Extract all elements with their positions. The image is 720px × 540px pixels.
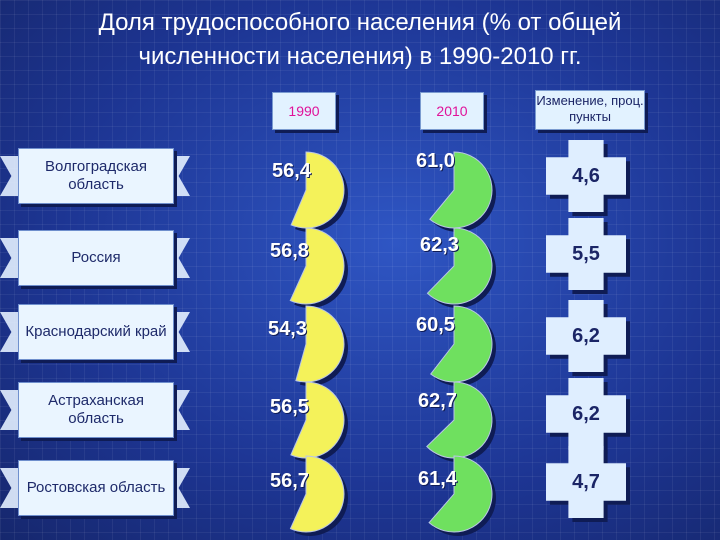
change-value: 4,7	[572, 470, 600, 493]
change-value: 5,5	[572, 242, 600, 265]
change-badge: 4,7	[546, 446, 630, 522]
region-label: Волгоградская область	[18, 148, 174, 204]
header-1990: 1990	[272, 92, 336, 130]
value-2010: 61,4	[418, 468, 457, 490]
region-label: Краснодарский край	[18, 304, 174, 360]
page-title: Доля трудоспособного населения (% от общ…	[20, 6, 700, 74]
change-badge: 6,2	[546, 300, 630, 376]
header-2010: 2010	[420, 92, 484, 130]
pie-2010-slice	[426, 381, 493, 459]
region-label: Астраханская область	[18, 382, 174, 438]
value-1990: 56,7	[270, 470, 309, 492]
change-badge: 4,6	[546, 140, 630, 216]
pie-1990-slice	[295, 305, 345, 383]
title-line-2: численности населения) в 1990-2010 гг.	[138, 43, 582, 70]
value-2010: 61,0	[416, 150, 455, 172]
region-label: Ростовская область	[18, 460, 174, 516]
value-2010: 62,3	[420, 234, 459, 256]
region-ribbon: Ростовская область	[0, 458, 190, 518]
change-value: 6,2	[572, 324, 600, 347]
change-value: 4,6	[572, 164, 600, 187]
title-line-1: Доля трудоспособного населения (% от общ…	[98, 9, 622, 36]
pie-2010	[426, 381, 497, 462]
pie-2010-slice	[429, 151, 493, 229]
value-1990: 54,3	[268, 318, 307, 340]
region-ribbon: Россия	[0, 228, 190, 288]
pie-2010-slice	[426, 227, 493, 305]
pie-1990	[290, 381, 349, 462]
pie-2010	[428, 455, 496, 536]
region-ribbon: Краснодарский край	[0, 302, 190, 362]
value-1990: 56,8	[270, 240, 309, 262]
pie-1990	[289, 455, 349, 537]
pie-2010-slice	[428, 455, 493, 533]
region-ribbon: Волгоградская область	[0, 146, 190, 206]
region-label: Россия	[18, 230, 174, 286]
pie-1990	[295, 305, 349, 386]
region-ribbon: Астраханская область	[0, 380, 190, 440]
value-2010: 60,5	[416, 314, 455, 336]
value-2010: 62,7	[418, 390, 457, 412]
change-badge: 5,5	[546, 218, 630, 294]
pie-2010-slice	[430, 305, 493, 383]
pie-2010	[430, 305, 497, 387]
header-change: Изменение, проц. пункты	[535, 90, 645, 130]
pie-1990-slice	[289, 227, 345, 305]
pie-2010	[429, 151, 496, 233]
pie-1990-slice	[289, 455, 345, 533]
value-1990: 56,5	[270, 396, 309, 418]
pie-2010	[426, 227, 496, 308]
change-value: 6,2	[572, 402, 600, 425]
value-1990: 56,4	[272, 160, 311, 182]
change-badge: 6,2	[546, 378, 630, 454]
pie-1990	[289, 227, 349, 309]
